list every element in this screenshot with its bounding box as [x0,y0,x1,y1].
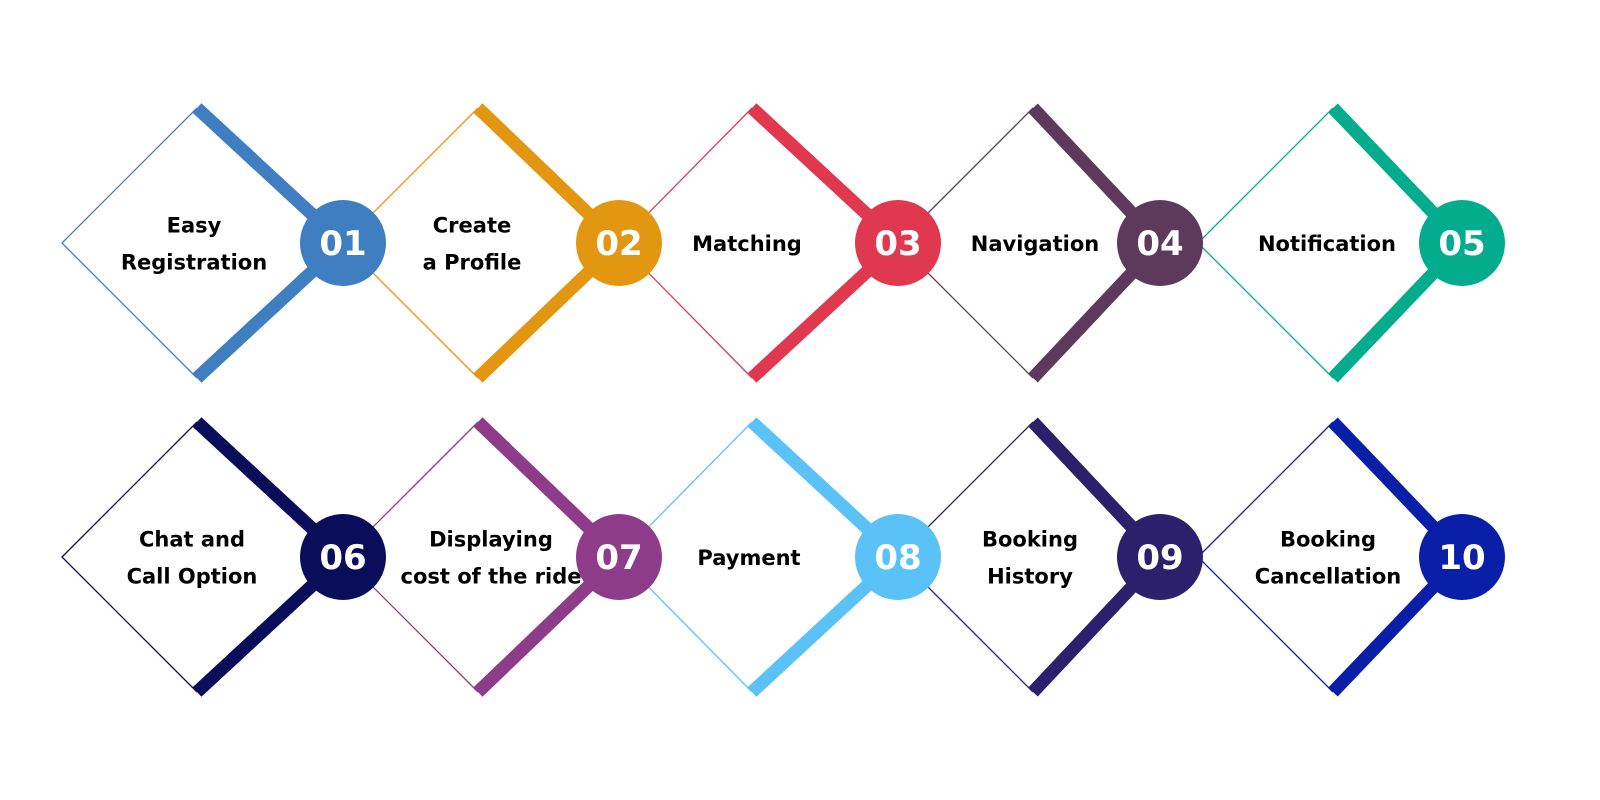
step-number-badge [1117,514,1203,600]
step-number: 02 [595,224,642,264]
step-label: cost of the ride [401,565,582,589]
diamond-outline [1197,421,1334,693]
step-number: 03 [874,224,921,264]
step-label: Create [433,214,511,238]
step-number-badge [300,514,386,600]
step-label: Call Option [127,565,258,589]
step-number-badge [576,514,662,600]
step-number-badge [855,514,941,600]
step-label: Chat and [139,528,245,552]
step-number-badge [1419,514,1505,600]
step-label: Easy [167,214,222,238]
step-label: Notification [1258,232,1396,256]
step-label: Displaying [429,528,553,552]
step-label: Cancellation [1255,565,1401,589]
step-number: 07 [595,538,642,578]
step-number-badge [1117,200,1203,286]
step-label: History [987,565,1073,589]
step-number: 01 [319,224,366,264]
step-label: Registration [121,251,267,275]
step-number: 05 [1438,224,1485,264]
step-number-badge [576,200,662,286]
diamond-outline [61,107,198,379]
step-number: 08 [874,538,921,578]
step-label: Payment [697,546,800,570]
diamond-outline [61,421,198,693]
step-number: 10 [1438,538,1485,578]
step-number-badge [1419,200,1505,286]
step-number: 09 [1136,538,1183,578]
step-label: Navigation [971,232,1099,256]
step-number-badge [855,200,941,286]
step-label: Booking [982,528,1078,552]
step-number-badge [300,200,386,286]
step-number: 04 [1136,224,1183,264]
step-label: Booking [1280,528,1376,552]
step-label: a Profile [423,251,522,275]
step-label: Matching [692,232,802,256]
step-number: 06 [319,538,366,578]
